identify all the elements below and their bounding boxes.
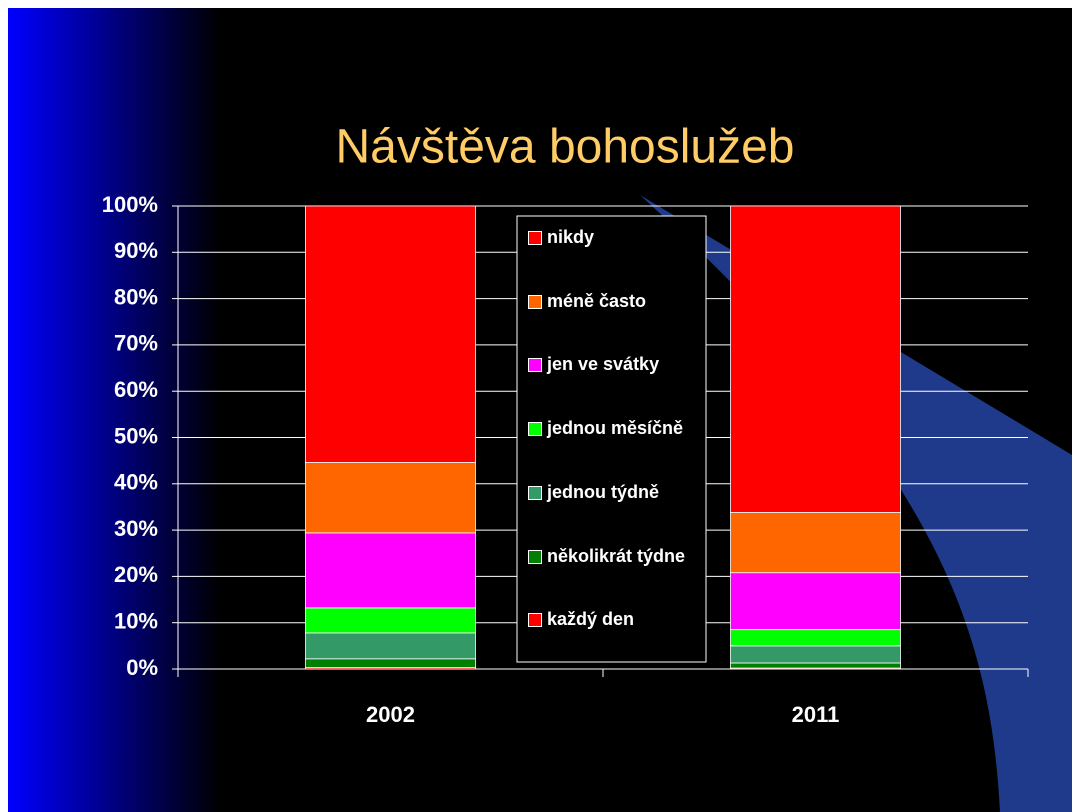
y-tick-label: 0%: [126, 655, 158, 680]
legend-entry: jen ve svátky: [528, 354, 696, 375]
bar-segment: [305, 607, 476, 634]
legend-label: jednou měsíčně: [547, 418, 684, 439]
y-tick-label: 80%: [114, 284, 158, 309]
x-tick-label: 2011: [792, 702, 840, 727]
x-tick-label: 2002: [366, 702, 415, 727]
legend-entry: méně často: [528, 291, 696, 312]
bar-segment: [305, 632, 476, 660]
bar-segment: [730, 512, 901, 574]
legend-swatch: [528, 358, 542, 373]
legend-entry: několikrát týdne: [528, 546, 696, 567]
y-tick-label: 100%: [102, 192, 158, 217]
bar-segment: [305, 205, 476, 463]
y-tick-label: 70%: [114, 331, 158, 356]
legend-label: každý den: [547, 609, 635, 630]
legend-label: méně často: [547, 290, 647, 311]
y-tick-label: 40%: [114, 470, 158, 495]
legend-label: jen ve svátky: [547, 354, 660, 375]
legend-swatch: [528, 422, 542, 437]
legend-label: několikrát týdne: [547, 545, 686, 566]
legend-label: jednou týdně: [547, 481, 659, 502]
bar-segment: [730, 629, 901, 647]
bar-segment: [730, 662, 901, 669]
legend-entry: jednou týdně: [528, 482, 696, 503]
legend-swatch: [528, 231, 542, 245]
chart-title: Návštěva bohoslužeb: [336, 121, 795, 174]
legend-swatch: [528, 613, 542, 628]
y-tick-label: 20%: [114, 562, 158, 587]
y-tick-label: 10%: [114, 609, 158, 634]
legend-entry: každý den: [528, 609, 696, 630]
legend-entry: jednou měsíčně: [528, 418, 696, 439]
bar-segment: [305, 462, 476, 534]
y-tick-label: 90%: [114, 238, 158, 263]
bar-segment: [730, 645, 901, 664]
legend-label: nikdy: [547, 227, 595, 247]
legend-swatch: [528, 294, 542, 309]
y-tick-label: 60%: [114, 377, 158, 402]
legend-box: [516, 215, 707, 663]
bar-segment: [305, 658, 476, 669]
bar-segment: [730, 205, 901, 513]
decor-shape: [640, 195, 1072, 812]
legend-swatch: [528, 549, 542, 564]
y-tick-label: 50%: [114, 423, 158, 448]
legend-entry: nikdy: [528, 227, 696, 248]
legend-swatch: [528, 485, 542, 500]
bar-segment: [305, 532, 476, 609]
y-tick-label: 30%: [114, 516, 158, 541]
bar-segment: [730, 572, 901, 631]
